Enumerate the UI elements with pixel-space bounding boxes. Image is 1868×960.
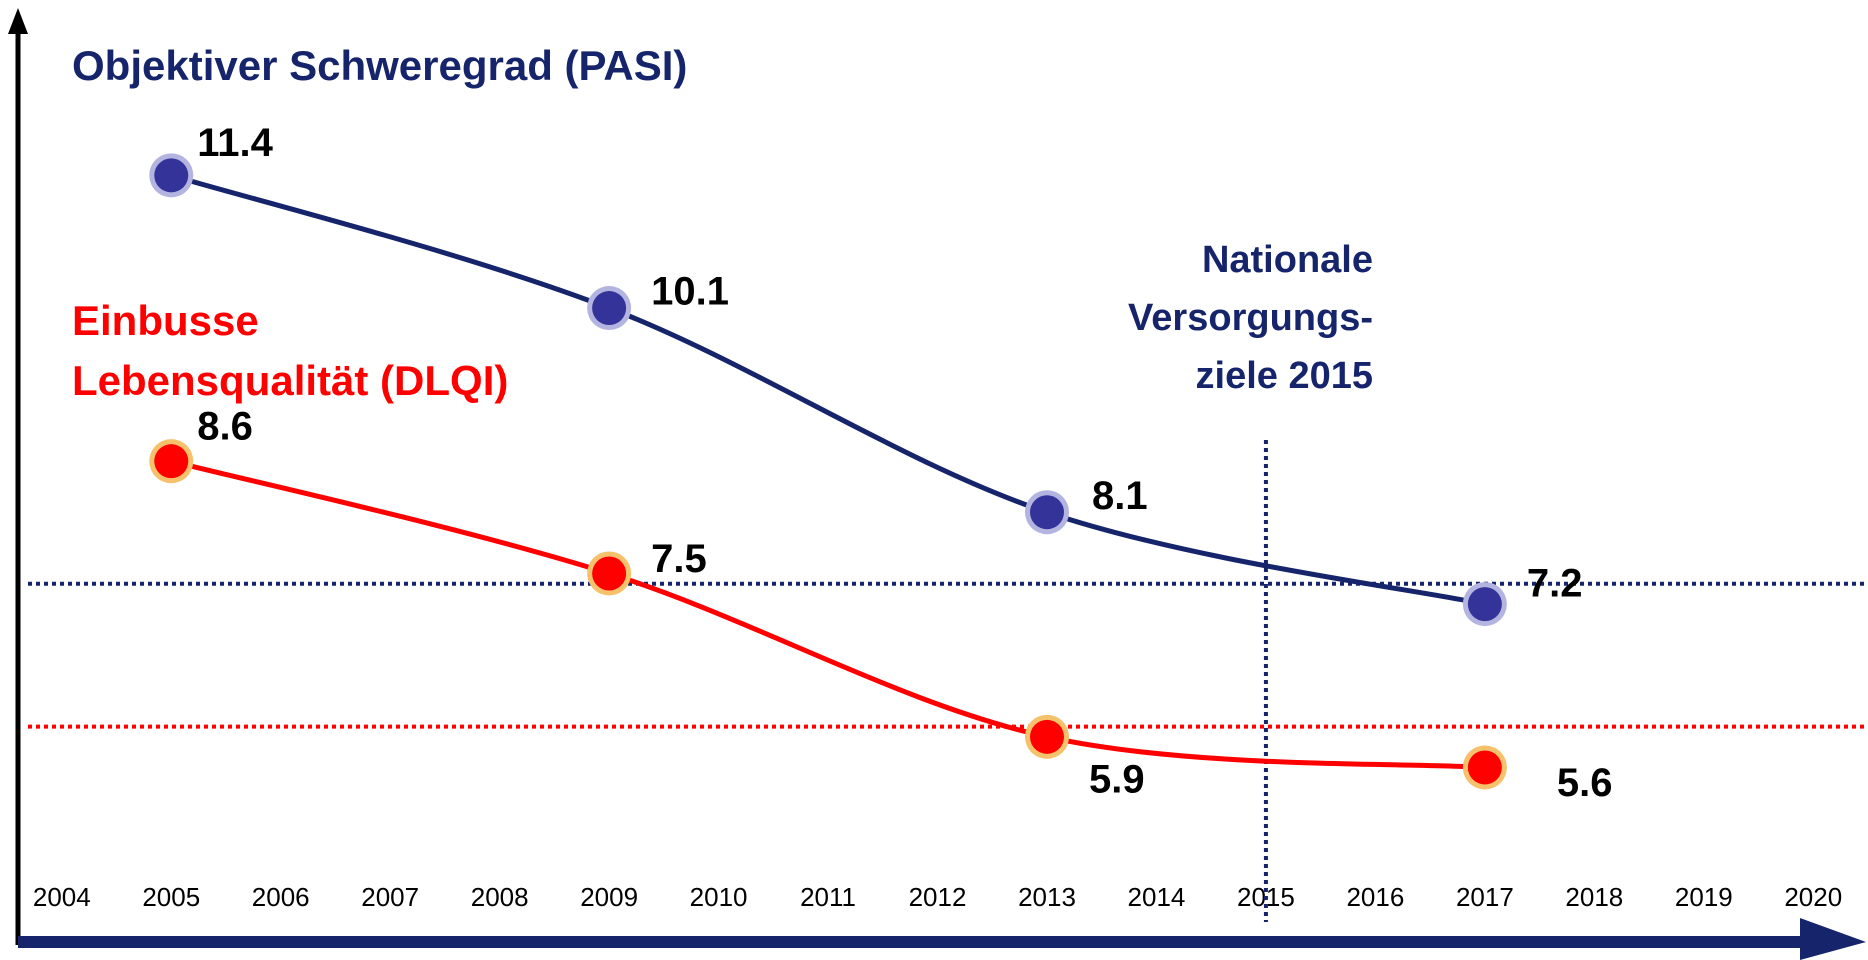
x-tick-label: 2018 <box>1565 882 1623 912</box>
x-tick-label: 2016 <box>1346 882 1404 912</box>
marker-core <box>1467 587 1502 622</box>
y-axis-arrow <box>8 8 28 34</box>
x-tick-label: 2007 <box>361 882 419 912</box>
marker-core <box>1029 719 1064 754</box>
marker-core <box>154 158 189 193</box>
x-tick-label: 2014 <box>1128 882 1186 912</box>
series-line <box>170 458 1486 770</box>
x-axis-arrow <box>1800 918 1866 960</box>
marker-core <box>1467 750 1502 785</box>
marker-core <box>592 556 627 591</box>
x-tick-label: 2005 <box>142 882 200 912</box>
data-label: 8.6 <box>197 405 253 449</box>
x-tick-label: 2019 <box>1675 882 1733 912</box>
annotation: ziele 2015 <box>1196 355 1373 397</box>
x-tick-label: 2013 <box>1018 882 1076 912</box>
x-tick-label: 2012 <box>909 882 967 912</box>
data-label: 11.4 <box>197 121 273 165</box>
x-tick-label: 2020 <box>1784 882 1842 912</box>
annotation: Versorgungs- <box>1128 297 1373 339</box>
annotation: Nationale <box>1202 239 1373 281</box>
x-tick-label: 2008 <box>471 882 529 912</box>
data-label: 8.1 <box>1092 474 1148 518</box>
data-label: 7.2 <box>1527 562 1583 606</box>
series-line <box>170 172 1486 607</box>
marker-core <box>154 444 189 479</box>
data-label: 10.1 <box>651 270 729 314</box>
x-tick-label: 2017 <box>1456 882 1514 912</box>
marker-core <box>592 291 627 326</box>
x-tick-label: 2010 <box>690 882 748 912</box>
x-tick-label: 2009 <box>580 882 638 912</box>
marker-core <box>1029 495 1064 530</box>
data-label: 7.5 <box>651 537 707 581</box>
legend-label: Lebensqualität (DLQI) <box>72 357 508 404</box>
x-tick-label: 2004 <box>33 882 91 912</box>
x-tick-label: 2011 <box>800 882 856 912</box>
legend-label: Objektiver Schweregrad (PASI) <box>72 42 687 89</box>
legend-label: Einbusse <box>72 297 259 344</box>
data-label: 5.9 <box>1089 757 1145 801</box>
x-tick-label: 2006 <box>252 882 310 912</box>
data-label: 5.6 <box>1557 761 1613 805</box>
